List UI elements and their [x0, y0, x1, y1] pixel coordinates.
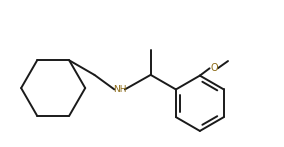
Text: NH: NH [113, 85, 126, 94]
Text: O: O [211, 63, 219, 73]
